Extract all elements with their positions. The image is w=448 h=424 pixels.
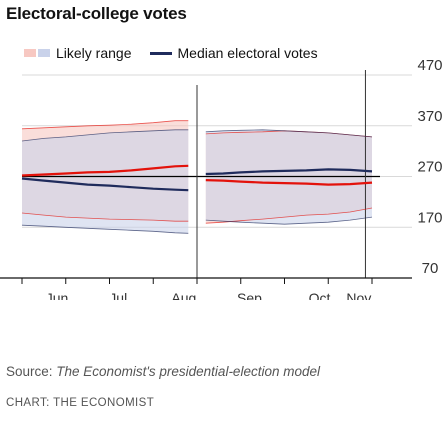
y-tick-label-470: 470 xyxy=(417,60,442,74)
source-prefix: Source: xyxy=(6,364,57,379)
red-median-line-0 xyxy=(21,164,189,177)
legend-label-range: Likely range xyxy=(56,45,132,61)
legend-label-median: Median electoral votes xyxy=(177,45,318,61)
y-tick-label-170: 170 xyxy=(417,209,442,226)
x-tick-label-jun: Jun xyxy=(46,290,69,300)
x-tick-label-nov: Nov xyxy=(346,290,371,300)
x-tick-label-sep: Sep xyxy=(237,290,262,300)
y-tick-label-370: 370 xyxy=(417,108,442,125)
red-band-edge-low-0 xyxy=(21,212,189,222)
y-tick-label-270: 270 xyxy=(417,159,442,176)
source-body: The Economist's presidential-election mo… xyxy=(56,364,320,379)
blue-band-edge-high-1 xyxy=(205,129,373,138)
legend: Likely range Median electoral votes xyxy=(24,44,336,62)
red-band-edge-high-0 xyxy=(21,120,189,130)
blue-band-edge-low-0 xyxy=(21,224,189,234)
blue-band-edge-high-0 xyxy=(21,129,189,142)
blue-median-line-1 xyxy=(205,168,373,176)
blue-range-band-0 xyxy=(22,129,189,234)
chart-plot: Jun Jul Aug Sep Oct Nov 70 170 270 370 470 xyxy=(0,60,443,300)
blue-median-line-0 xyxy=(21,177,189,192)
legend-item-range: Likely range xyxy=(24,45,132,61)
blue-band-edge-low-1 xyxy=(205,216,373,225)
x-tick-label-aug: Aug xyxy=(171,290,196,300)
median-swatch xyxy=(149,51,172,55)
x-tick-label-jul: Jul xyxy=(109,290,127,300)
range-swatch xyxy=(24,49,50,57)
x-tick-label-oct: Oct xyxy=(309,290,331,300)
y-tick-label-70: 70 xyxy=(422,260,439,277)
red-median-line-1 xyxy=(205,179,373,186)
chart-credit: CHART: THE ECONOMIST xyxy=(6,397,155,409)
source-note: Source: The Economist's presidential-ele… xyxy=(6,364,320,379)
chart-title: Electoral-college votes xyxy=(6,4,187,23)
legend-item-median: Median electoral votes xyxy=(149,45,318,61)
